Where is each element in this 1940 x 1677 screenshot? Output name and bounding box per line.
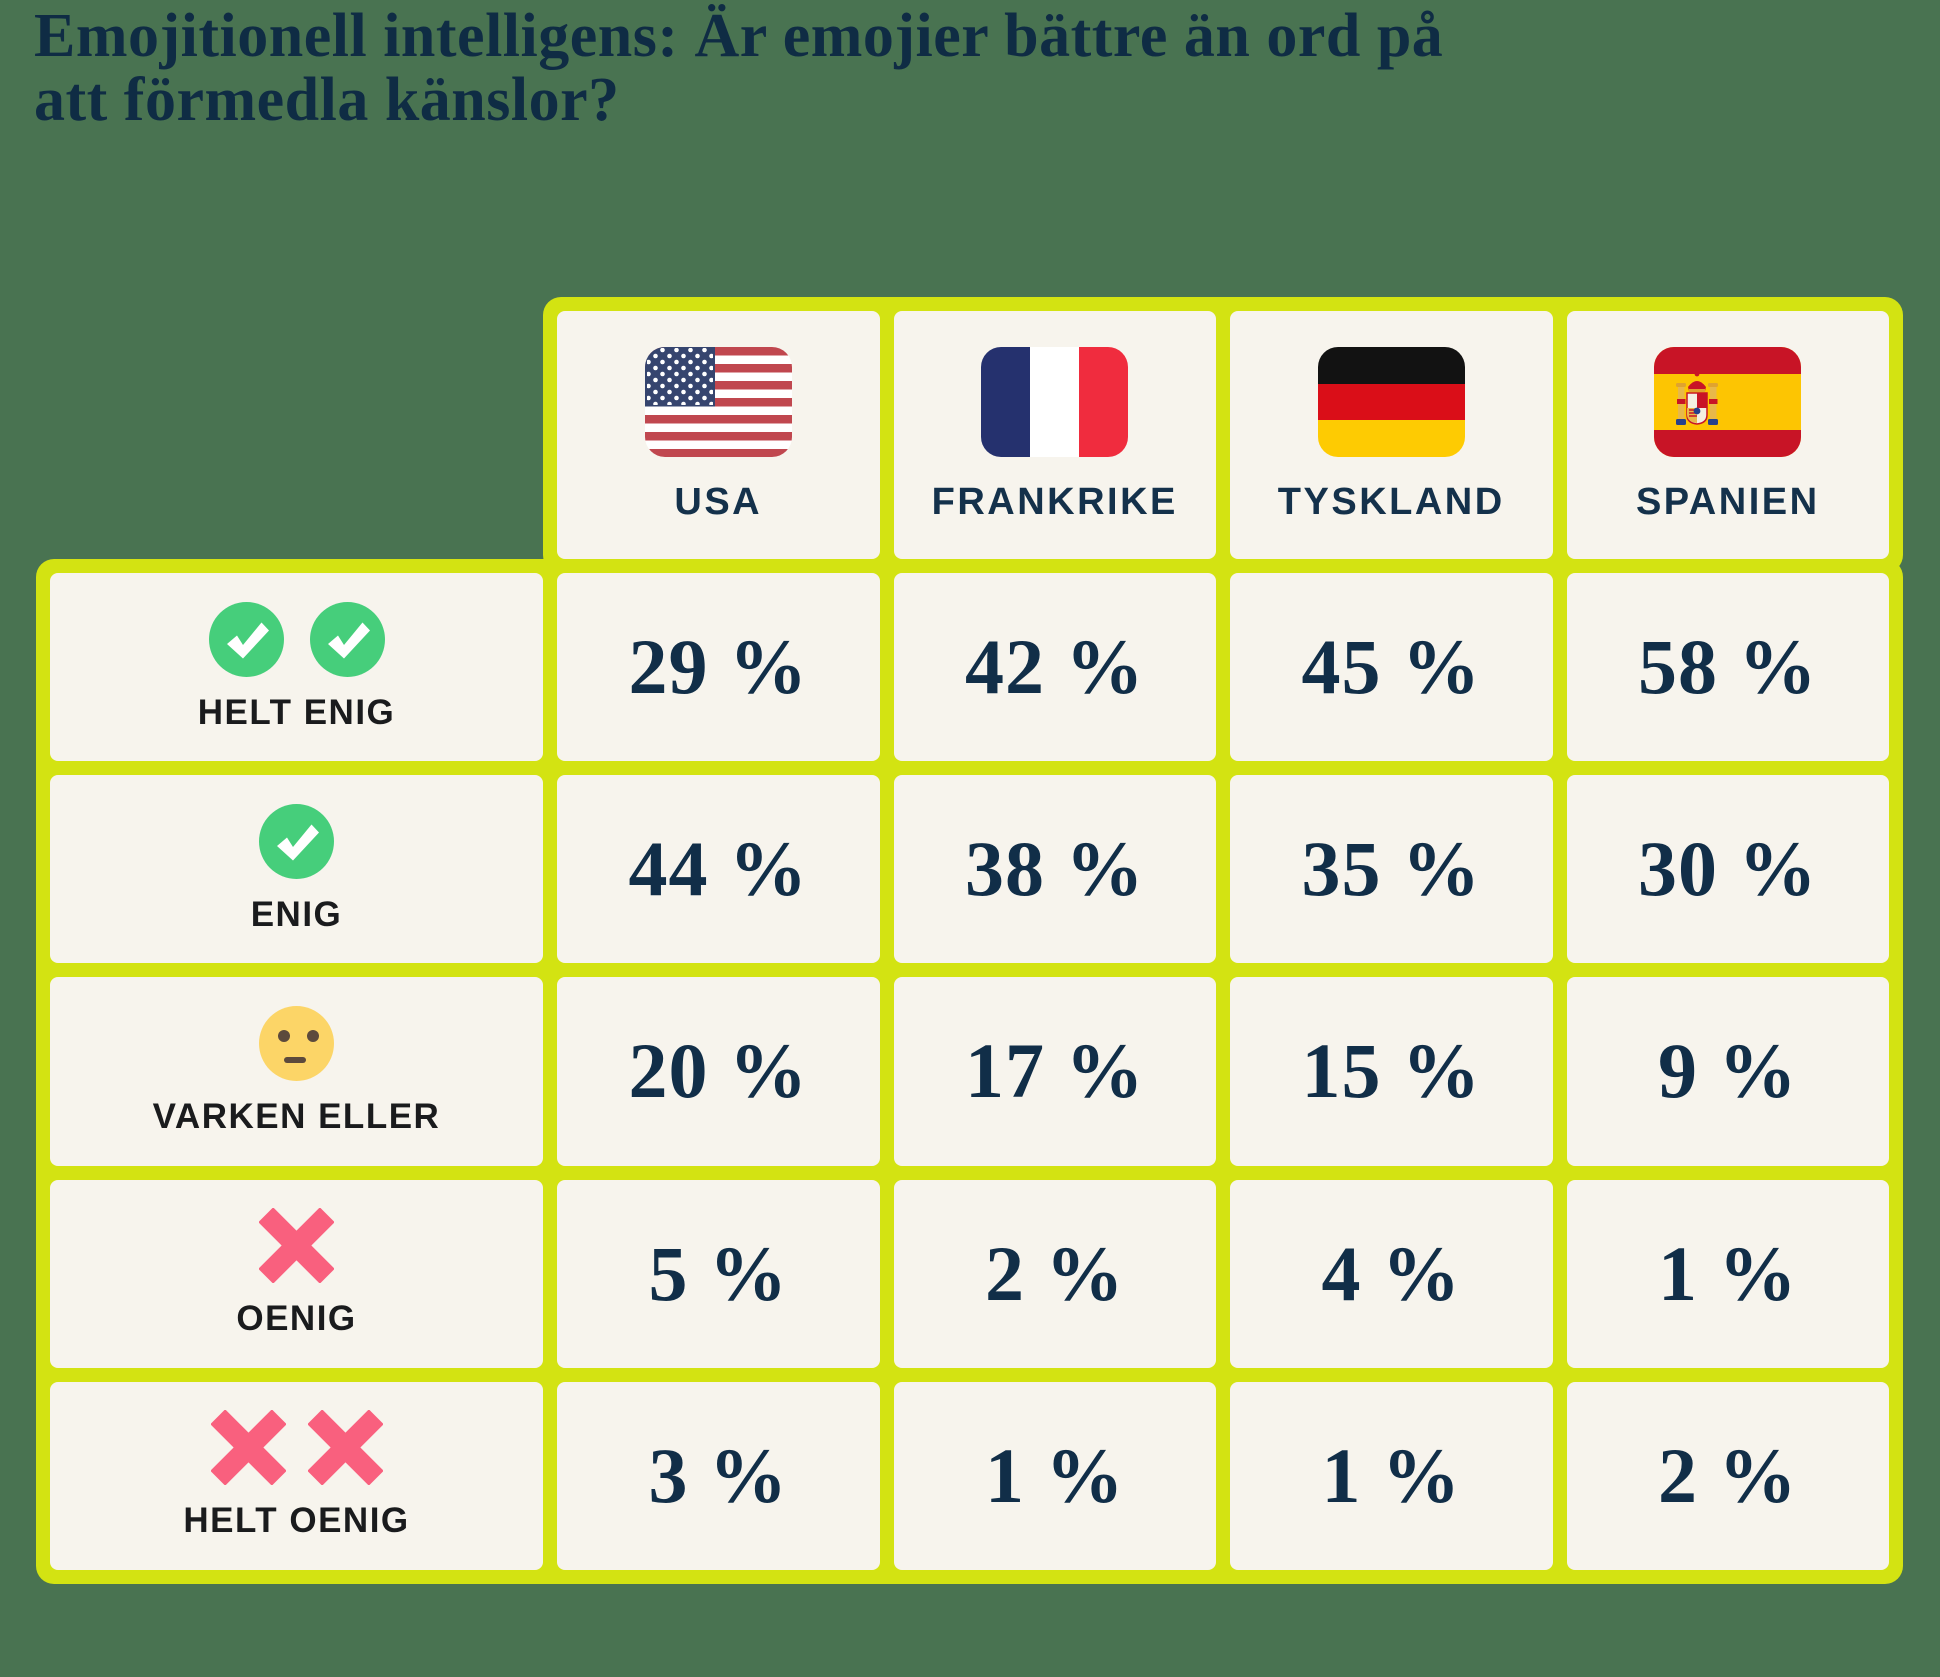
value-cell-helt-enig-usa: 29 % bbox=[557, 573, 880, 762]
value-cell-helt-enig-frankrike: 42 % bbox=[893, 573, 1216, 762]
row-label: OENIG bbox=[236, 1299, 357, 1339]
row-header-enig: ENIG bbox=[50, 775, 543, 964]
spain-flag-icon bbox=[1654, 346, 1802, 457]
percent-value: 30 % bbox=[1638, 825, 1818, 913]
percent-value: 17 % bbox=[965, 1027, 1145, 1115]
percent-value: 5 % bbox=[648, 1229, 788, 1317]
value-cell-enig-usa: 44 % bbox=[557, 775, 880, 964]
value-cell-helt-enig-tyskland: 45 % bbox=[1230, 573, 1553, 762]
percent-value: 42 % bbox=[965, 623, 1145, 711]
value-cell-helt-oenig-tyskland: 1 % bbox=[1230, 1381, 1553, 1570]
country-header-spanien: SPANIEN bbox=[1566, 311, 1889, 559]
value-cell-oenig-frankrike: 2 % bbox=[893, 1179, 1216, 1368]
value-cell-enig-frankrike: 38 % bbox=[893, 775, 1216, 964]
value-cell-oenig-tyskland: 4 % bbox=[1230, 1179, 1553, 1368]
value-cell-helt-enig-spanien: 58 % bbox=[1566, 573, 1889, 762]
percent-value: 2 % bbox=[985, 1229, 1125, 1317]
percent-value: 9 % bbox=[1658, 1027, 1798, 1115]
check-circle-icon bbox=[259, 803, 334, 879]
row-label: ENIG bbox=[250, 894, 343, 934]
icon-group bbox=[208, 601, 385, 677]
percent-value: 58 % bbox=[1638, 623, 1818, 711]
value-cell-varken-eller-frankrike: 17 % bbox=[893, 977, 1216, 1166]
page-title: Emojitionell intelligens: Är emojier bät… bbox=[34, 2, 1444, 134]
country-header-frankrike: FRANKRIKE bbox=[893, 311, 1216, 559]
value-cell-oenig-usa: 5 % bbox=[557, 1179, 880, 1368]
value-cell-enig-tyskland: 35 % bbox=[1230, 775, 1553, 964]
row-header-helt-oenig: HELT OENIG bbox=[50, 1381, 543, 1570]
country-label: SPANIEN bbox=[1635, 480, 1820, 523]
icon-group bbox=[259, 1208, 334, 1284]
row-label: HELT ENIG bbox=[197, 692, 396, 732]
value-cell-varken-eller-tyskland: 15 % bbox=[1230, 977, 1553, 1166]
percent-value: 35 % bbox=[1301, 825, 1481, 913]
icon-group bbox=[259, 803, 334, 879]
percent-value: 15 % bbox=[1301, 1027, 1481, 1115]
country-header-usa: USA bbox=[557, 311, 880, 559]
percent-value: 20 % bbox=[628, 1027, 808, 1115]
spain-coat-of-arms bbox=[1676, 371, 1719, 425]
cross-mark-icon bbox=[259, 1208, 334, 1284]
germany-flag-icon bbox=[1317, 346, 1465, 457]
row-header-oenig: OENIG bbox=[50, 1179, 543, 1368]
check-circle-icon bbox=[208, 601, 284, 677]
percent-value: 38 % bbox=[965, 825, 1145, 913]
percent-value: 1 % bbox=[1658, 1229, 1798, 1317]
percent-value: 3 % bbox=[648, 1431, 788, 1519]
value-cell-enig-spanien: 30 % bbox=[1566, 775, 1889, 964]
row-header-varken-eller: VARKEN ELLER bbox=[50, 977, 543, 1166]
value-cell-helt-oenig-spanien: 2 % bbox=[1566, 1381, 1889, 1570]
percent-value: 44 % bbox=[628, 825, 808, 913]
cross-mark-icon bbox=[307, 1410, 383, 1486]
country-label: FRANKRIKE bbox=[931, 480, 1178, 523]
country-header-row: USA FRANKRIKE bbox=[543, 297, 1903, 573]
survey-table: USA FRANKRIKE bbox=[36, 297, 1903, 1584]
check-circle-icon bbox=[309, 601, 385, 677]
icon-group bbox=[210, 1410, 383, 1486]
neutral-face-icon bbox=[259, 1005, 334, 1081]
country-label: TYSKLAND bbox=[1277, 480, 1505, 523]
row-label: VARKEN ELLER bbox=[152, 1096, 441, 1136]
percent-value: 4 % bbox=[1321, 1229, 1461, 1317]
percent-value: 29 % bbox=[628, 623, 808, 711]
value-cell-helt-oenig-usa: 3 % bbox=[557, 1381, 880, 1570]
usa-flag-icon bbox=[644, 346, 792, 457]
country-header-tyskland: TYSKLAND bbox=[1230, 311, 1553, 559]
value-cell-oenig-spanien: 1 % bbox=[1566, 1179, 1889, 1368]
percent-value: 45 % bbox=[1301, 623, 1481, 711]
percent-value: 2 % bbox=[1658, 1431, 1798, 1519]
value-cell-helt-oenig-frankrike: 1 % bbox=[893, 1381, 1216, 1570]
row-header-helt-enig: HELT ENIG bbox=[50, 573, 543, 762]
survey-table-body: HELT ENIG 29 % 42 % 45 % 58 % ENIG 44 % … bbox=[36, 559, 1903, 1584]
percent-value: 1 % bbox=[1321, 1431, 1461, 1519]
row-label: HELT OENIG bbox=[183, 1501, 410, 1541]
percent-value: 1 % bbox=[985, 1431, 1125, 1519]
value-cell-varken-eller-usa: 20 % bbox=[557, 977, 880, 1166]
france-flag-icon bbox=[981, 346, 1129, 457]
value-cell-varken-eller-spanien: 9 % bbox=[1566, 977, 1889, 1166]
country-label: USA bbox=[674, 480, 763, 523]
cross-mark-icon bbox=[210, 1410, 286, 1486]
icon-group bbox=[259, 1005, 334, 1081]
